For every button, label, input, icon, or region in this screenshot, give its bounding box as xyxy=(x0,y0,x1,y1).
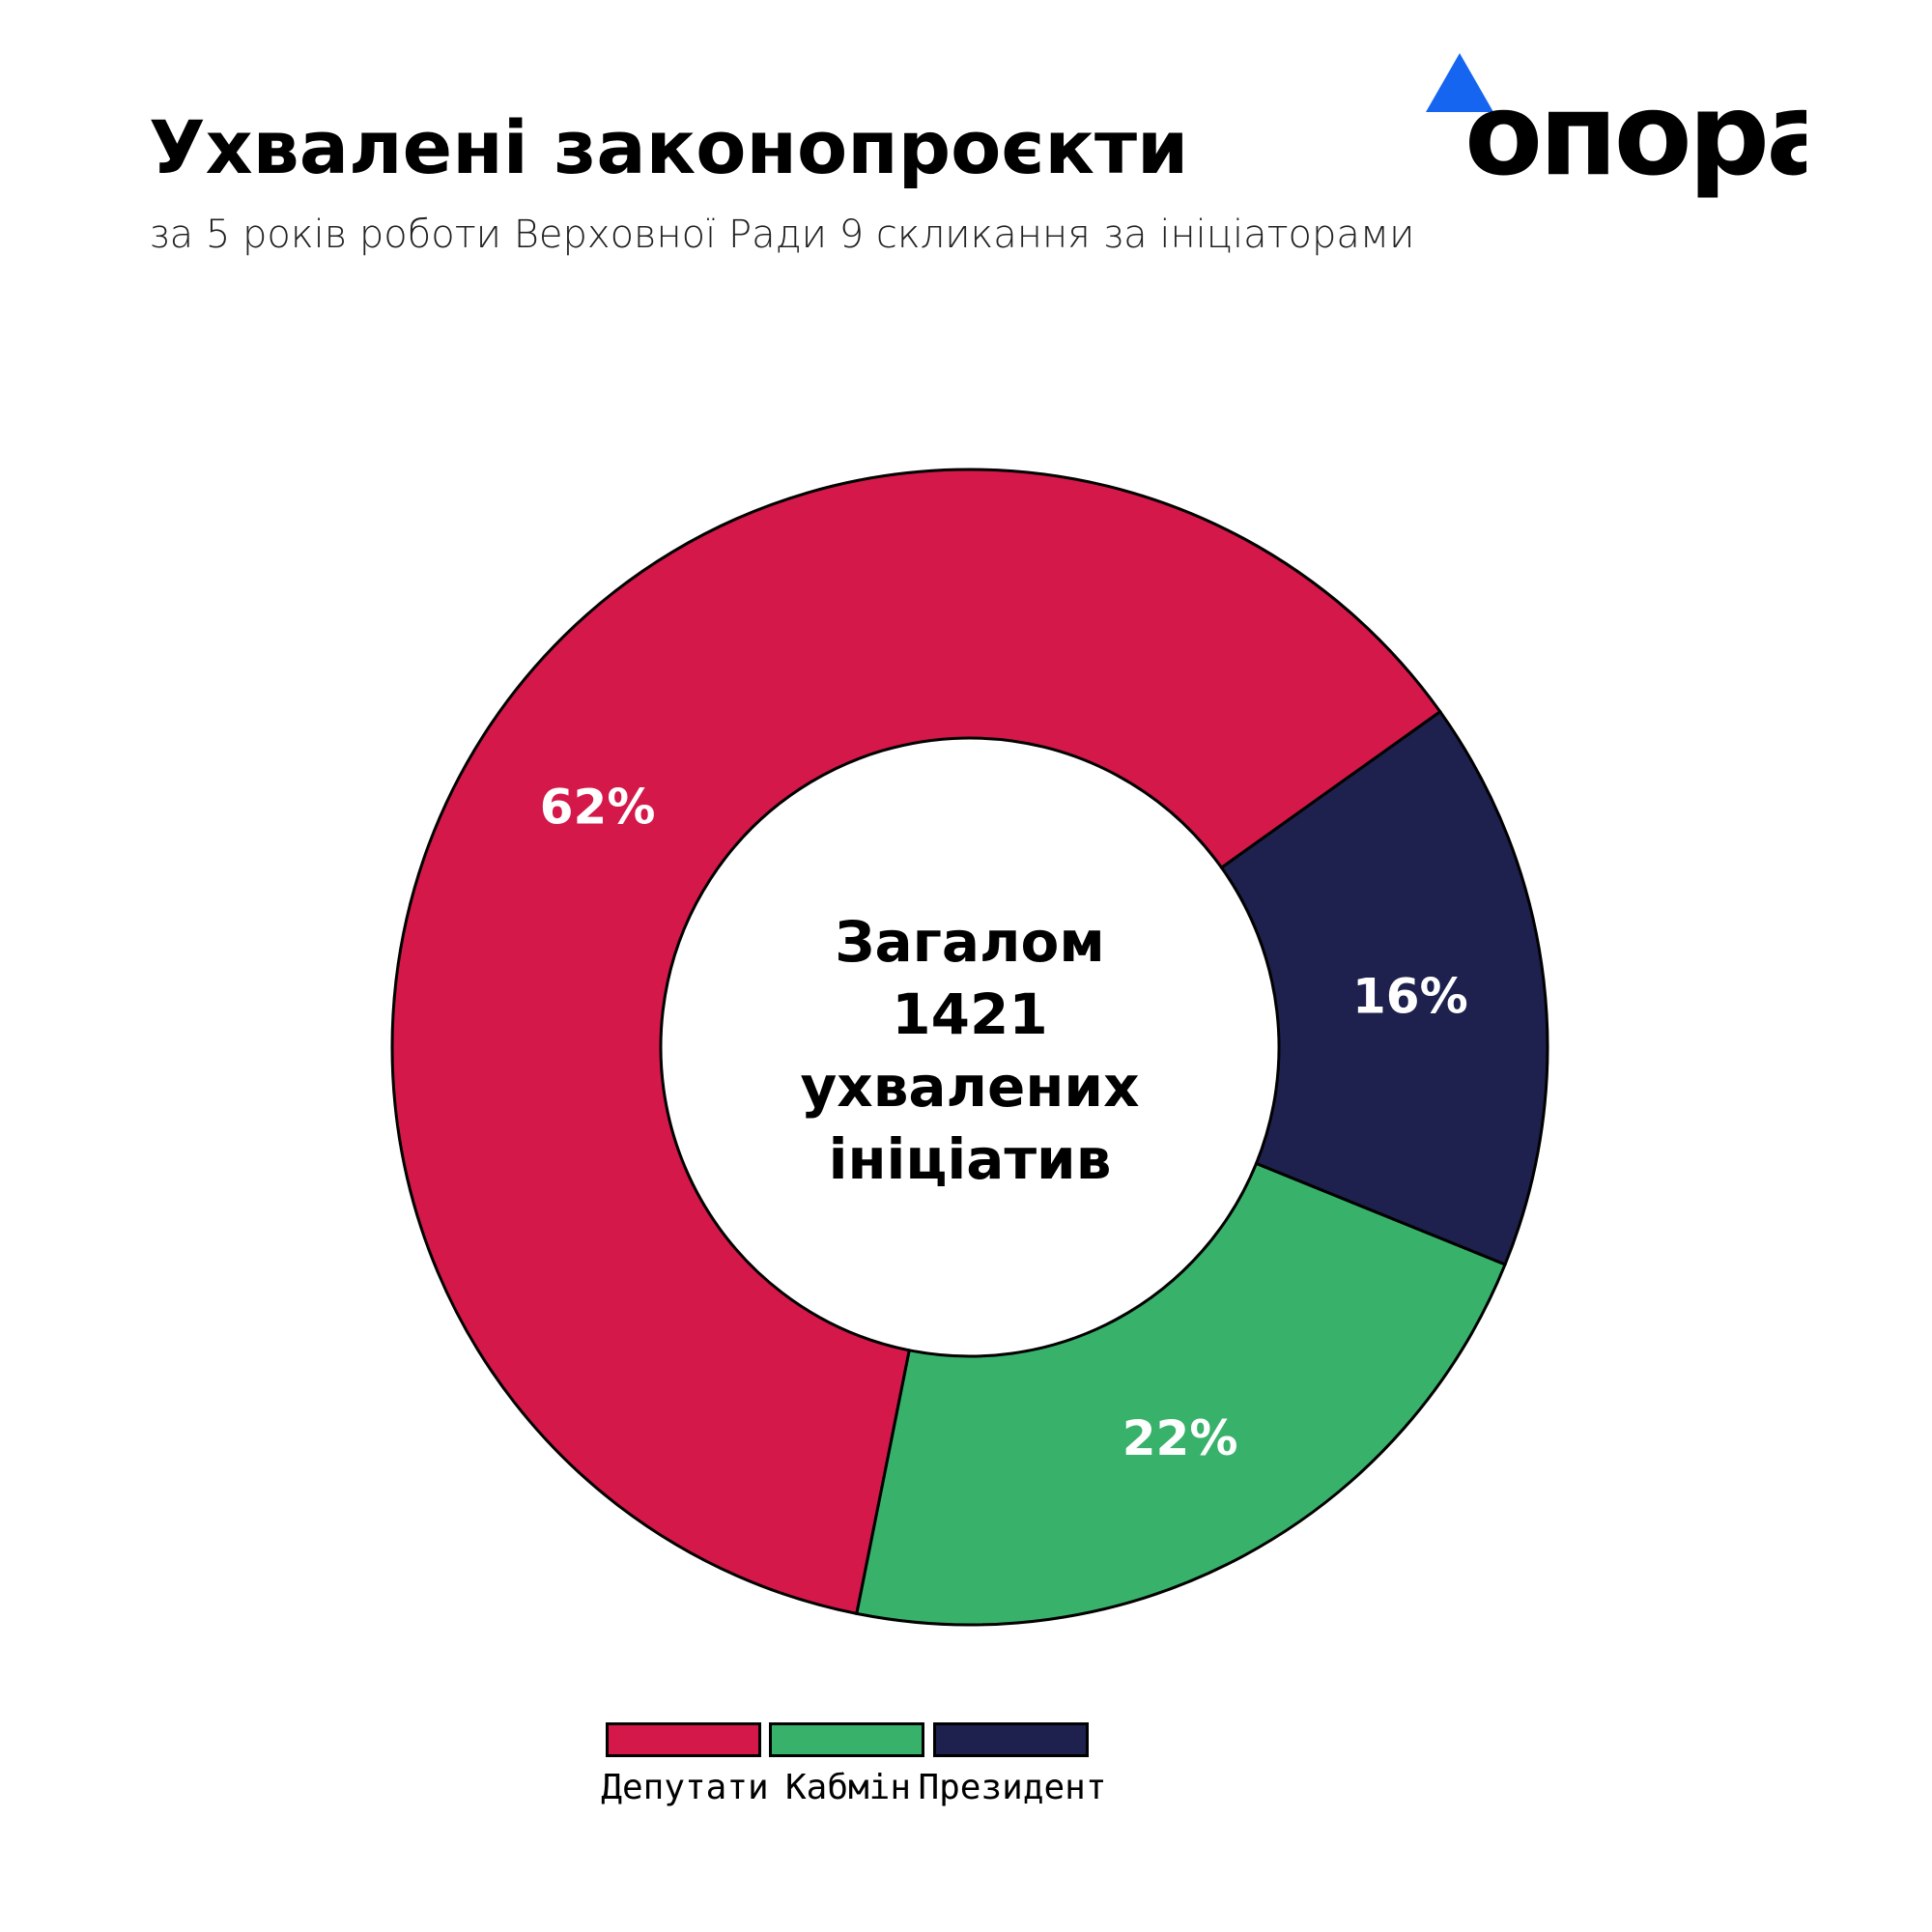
center-total-text: Загалом 1421 ухвалених ініціатив xyxy=(800,909,1139,1192)
slice-percent-label: 22% xyxy=(1122,1410,1238,1466)
legend-swatch-cabinet xyxy=(769,1722,924,1757)
opora-logo: опора xyxy=(1426,53,1806,201)
legend-label-deputies: Депутати xyxy=(601,1768,769,1807)
slice-president xyxy=(1219,709,1549,1266)
legend-label-president: Президент xyxy=(918,1768,1107,1807)
chart-subtitle: за 5 років роботи Верховної Ради 9 склик… xyxy=(149,213,1415,257)
center-line: ухвалених xyxy=(800,1054,1139,1120)
center-line: ініціатив xyxy=(829,1126,1112,1192)
svg-text:опора: опора xyxy=(1464,68,1806,201)
legend-label-cabinet: Кабмін xyxy=(784,1768,912,1807)
legend-swatch-deputies xyxy=(606,1722,761,1757)
logo-triangle-icon xyxy=(1426,53,1493,112)
center-line: 1421 xyxy=(892,981,1047,1047)
slice-cabinet xyxy=(855,1161,1508,1627)
center-line: Загалом xyxy=(835,909,1105,975)
legend-swatch-president xyxy=(933,1722,1089,1757)
slice-percent-label: 16% xyxy=(1352,968,1468,1024)
slice-percent-label: 62% xyxy=(540,780,656,836)
slice-deputies xyxy=(390,468,1442,1616)
chart-title: Ухвалені законопроєкти xyxy=(149,104,1189,190)
